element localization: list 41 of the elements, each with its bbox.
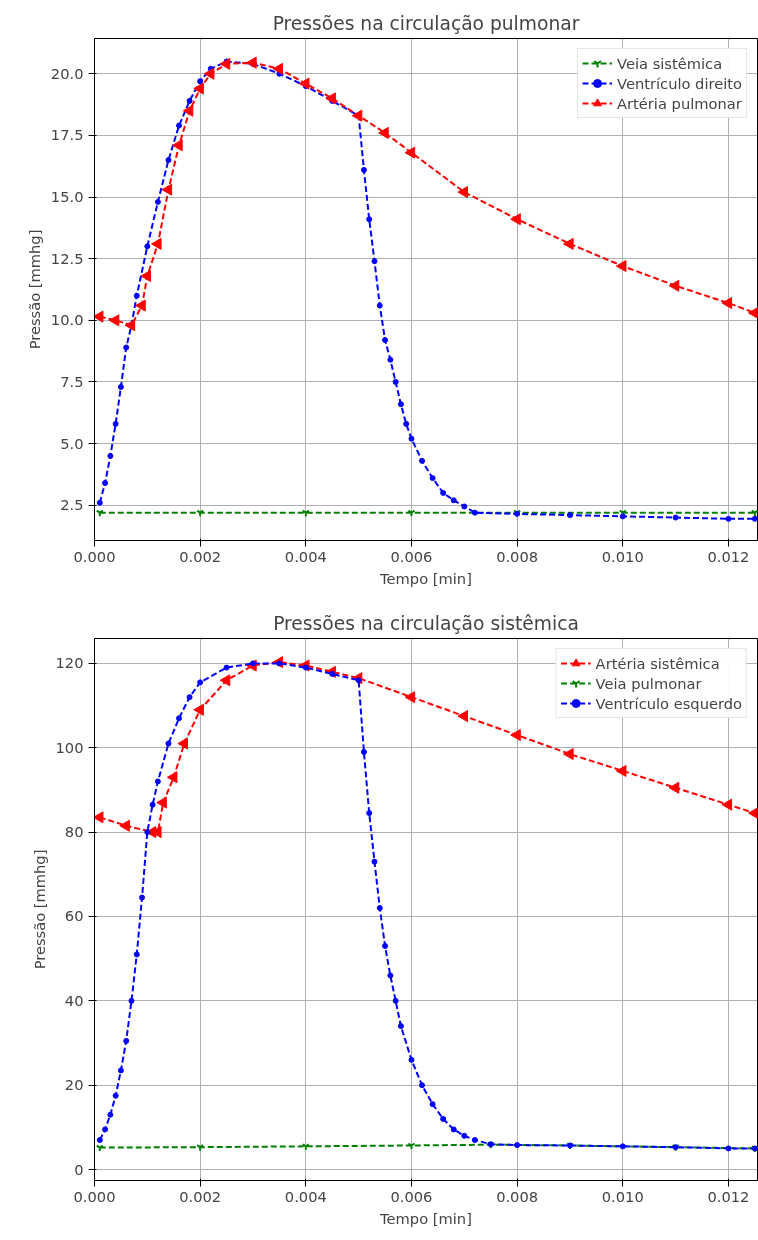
- x-tick-label: 0.000: [73, 547, 116, 565]
- x-axis-title: Tempo [min]: [379, 1209, 472, 1227]
- x-tick-label: 0.008: [496, 1187, 539, 1205]
- legend-label: Veia pulmonar: [595, 674, 702, 692]
- y-tick-label: 5.0: [60, 434, 84, 452]
- y-axis-title: Pressão [mmhg]: [25, 229, 43, 350]
- x-axis-title: Tempo [min]: [379, 569, 472, 587]
- x-tick-label: 0.004: [284, 547, 327, 565]
- legend-label: Veia sistêmica: [617, 54, 723, 72]
- x-tick-label: 0.006: [390, 547, 433, 565]
- y-tick-label: 20: [64, 1076, 84, 1094]
- legend-label: Ventrículo direito: [617, 74, 742, 92]
- x-tick-label: 0.002: [179, 547, 222, 565]
- y-tick-label: 17.5: [50, 126, 84, 144]
- y-tick-label: 20.0: [50, 64, 84, 82]
- legend-label: Artéria sistêmica: [595, 654, 720, 672]
- x-tick-label: 0.010: [601, 1187, 644, 1205]
- y-tick-label: 10.0: [50, 311, 84, 329]
- chart-title: Pressões na circulação pulmonar: [272, 12, 580, 34]
- legend-label: Ventrículo esquerdo: [595, 694, 742, 712]
- x-tick-label: 0.010: [601, 547, 644, 565]
- y-tick-label: 2.5: [60, 496, 84, 514]
- x-tick-label: 0.000: [73, 1187, 116, 1205]
- x-tick-label: 0.012: [707, 1187, 750, 1205]
- y-tick-label: 120: [55, 654, 84, 672]
- x-tick-label: 0.008: [496, 547, 539, 565]
- y-tick-label: 7.5: [60, 372, 84, 390]
- y-axis-title: Pressão [mmhg]: [30, 849, 48, 970]
- x-tick-label: 0.006: [390, 1187, 433, 1205]
- x-tick-label: 0.002: [179, 1187, 222, 1205]
- y-tick-label: 12.5: [50, 249, 84, 267]
- y-tick-label: 60: [64, 907, 84, 925]
- legend-label: Artéria pulmonar: [617, 94, 742, 112]
- chart-title: Pressões na circulação sistêmica: [273, 612, 579, 634]
- x-tick-label: 0.012: [707, 547, 750, 565]
- y-tick-label: 40: [64, 991, 84, 1009]
- y-tick-label: 100: [55, 738, 84, 756]
- y-tick-label: 80: [64, 823, 84, 841]
- y-tick-label: 0: [74, 1160, 84, 1178]
- x-tick-label: 0.004: [284, 1187, 327, 1205]
- y-tick-label: 15.0: [50, 188, 84, 206]
